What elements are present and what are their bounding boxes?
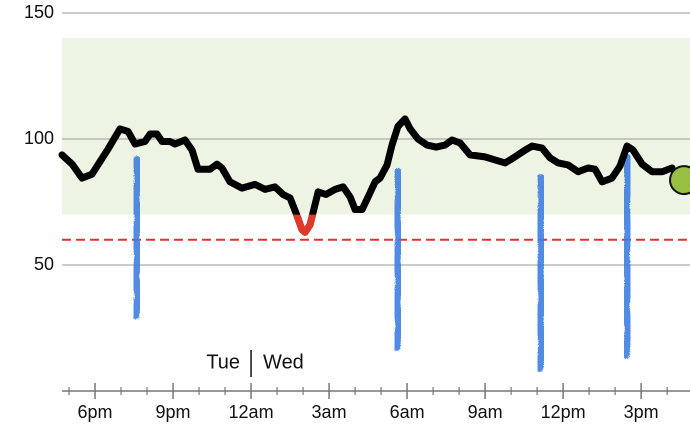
x-tick-label: 12am <box>229 402 274 422</box>
y-tick-label: 150 <box>24 2 54 22</box>
x-tick-label: 9pm <box>156 402 191 422</box>
x-tick-label: 3am <box>312 402 347 422</box>
entry-mark <box>621 153 633 359</box>
entry-mark <box>131 155 143 320</box>
y-tick-label: 100 <box>24 128 54 148</box>
day-label: Tue <box>206 351 240 373</box>
entry-mark <box>535 174 547 373</box>
entry-mark <box>392 168 404 351</box>
x-tick-label: 9am <box>468 402 503 422</box>
glucose-line <box>58 115 676 236</box>
x-tick-label: 3pm <box>624 402 659 422</box>
x-tick-label: 6am <box>390 402 425 422</box>
x-tick-label: 6pm <box>78 402 113 422</box>
y-tick-label: 50 <box>34 254 54 274</box>
x-tick-label: 12pm <box>541 402 586 422</box>
day-label: Wed <box>263 351 304 373</box>
current-reading <box>669 165 690 196</box>
